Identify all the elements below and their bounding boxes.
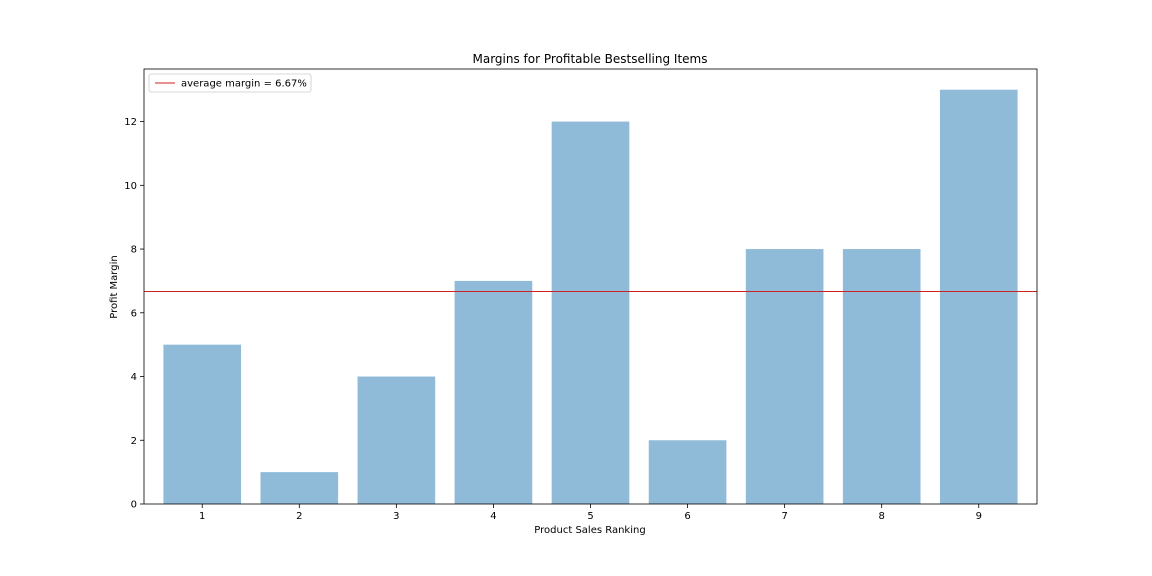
x-tick-label: 1 [199,511,205,522]
bar-5 [551,121,630,504]
x-tick-label: 9 [976,511,982,522]
y-axis-label: Profit Margin [109,255,120,318]
x-tick-label: 8 [879,511,885,522]
x-tick-label: 2 [296,511,302,522]
bar-1 [163,344,242,504]
x-tick-label: 5 [587,511,593,522]
legend: average margin = 6.67% [148,73,312,93]
bars-group [163,89,1018,504]
bar-2 [260,472,339,504]
x-tick-label: 3 [393,511,399,522]
x-tick-label: 4 [490,511,496,522]
bar-6 [648,440,727,504]
y-tick-label: 6 [131,308,137,319]
legend-label: average margin = 6.67% [181,79,307,90]
y-tick-label: 4 [131,372,137,383]
y-tick-label: 2 [131,436,137,447]
y-tick-label: 10 [124,181,137,192]
y-tick-label: 0 [131,500,137,511]
x-axis-label: Product Sales Ranking [534,525,645,536]
y-axis: 0 2 4 6 8 10 12 [124,117,144,511]
chart-title: Margins for Profitable Bestselling Items [473,52,708,66]
x-axis: 1 2 3 4 5 6 7 8 9 [199,504,982,522]
bar-9 [939,89,1018,504]
bar-4 [454,280,533,504]
x-tick-label: 6 [684,511,690,522]
y-tick-label: 8 [131,245,137,256]
x-tick-label: 7 [781,511,787,522]
y-tick-label: 12 [124,117,137,128]
legend-box [148,73,312,93]
bar-3 [357,376,436,504]
bar-8 [842,249,921,504]
bar-7 [745,249,824,504]
